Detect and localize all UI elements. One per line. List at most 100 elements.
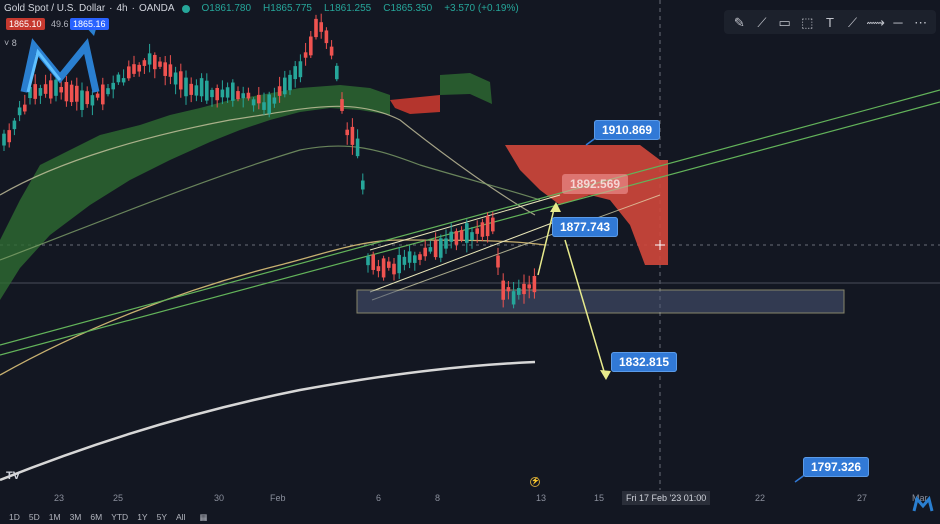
- ohlc-change: +3.570 (+0.19%): [444, 3, 519, 14]
- candle-body: [272, 97, 277, 104]
- candle-body: [7, 130, 11, 143]
- x-tick: 25: [113, 493, 124, 503]
- candle-body: [444, 238, 448, 249]
- candle-body: [127, 66, 131, 79]
- note-icon[interactable]: ▭: [778, 14, 791, 30]
- range-1y[interactable]: 1Y: [137, 512, 148, 522]
- candle-body: [288, 74, 292, 91]
- range-3m[interactable]: 3M: [69, 512, 82, 522]
- candle-body: [64, 81, 69, 102]
- price-tag-1832[interactable]: 1832.815: [611, 352, 678, 372]
- ohlc-close: C1865.350: [383, 3, 433, 14]
- candle-body: [366, 256, 370, 266]
- price-tag-1877[interactable]: 1877.743: [552, 217, 619, 237]
- candle-body: [220, 89, 225, 98]
- path-icon[interactable]: ⟿: [866, 14, 885, 30]
- candle-body: [506, 287, 511, 292]
- support-zone[interactable]: [356, 289, 845, 314]
- candle-body: [101, 84, 105, 105]
- candle-body: [428, 247, 433, 252]
- candle-body: [257, 94, 261, 104]
- candle-body: [501, 280, 505, 300]
- candle-body: [387, 261, 391, 268]
- ma-slow: [0, 105, 536, 216]
- x-tick: 13: [536, 493, 547, 503]
- candle-body: [480, 222, 485, 237]
- pencil-icon[interactable]: ✎: [733, 14, 745, 30]
- trend-line-1: [0, 89, 940, 346]
- price-tag-1797[interactable]: 1797.326: [803, 457, 870, 477]
- candle-body: [33, 84, 37, 99]
- arrow-down-path: [564, 239, 607, 379]
- ichimoku-cloud-green: [0, 85, 390, 300]
- range-5y[interactable]: 5Y: [156, 512, 167, 522]
- time-cursor-label: Fri 17 Feb '23 01:00: [622, 491, 711, 505]
- range-6m[interactable]: 6M: [90, 512, 103, 522]
- candle-body: [85, 91, 89, 105]
- candle-body: [355, 138, 360, 157]
- candle-body: [199, 78, 204, 97]
- ask-price[interactable]: 1865.16: [70, 18, 109, 30]
- candle-body: [173, 72, 178, 85]
- candle-body: [28, 86, 32, 99]
- candle-body: [163, 62, 167, 76]
- trendline-icon[interactable]: ⟋: [757, 14, 767, 30]
- time-axis[interactable]: 23 25 30 Feb 6 8 13 15 20 22 27 Mar: [0, 490, 940, 506]
- spread: 49.6: [51, 19, 69, 29]
- candle-body: [491, 217, 495, 232]
- tradingview-logo[interactable]: TV: [6, 470, 21, 482]
- price-tag-1910[interactable]: 1910.869: [594, 120, 661, 140]
- range-ytd[interactable]: YTD: [111, 512, 129, 522]
- candle-body: [90, 95, 95, 106]
- candles: [2, 13, 537, 309]
- channel-upper: [369, 194, 561, 251]
- candle-body: [350, 126, 355, 145]
- candle-body: [205, 80, 209, 101]
- candle-body: [189, 83, 193, 95]
- channel-lower: [369, 219, 561, 293]
- candle-body: [454, 231, 459, 245]
- brush-icon[interactable]: ⟋: [848, 14, 858, 30]
- ma-200: [0, 360, 536, 482]
- range-1m[interactable]: 1M: [48, 512, 61, 522]
- candle-body: [439, 238, 443, 258]
- more-icon[interactable]: ⋯: [914, 14, 928, 30]
- ohlc-low: L1861.255: [323, 3, 372, 14]
- candle-body: [158, 61, 162, 67]
- calendar-icon[interactable]: ▦: [199, 511, 208, 522]
- candle-body: [345, 129, 349, 136]
- candle-body: [231, 82, 235, 101]
- candle-body: [168, 64, 173, 77]
- candle-body: [49, 80, 53, 99]
- rect-icon[interactable]: ⬚: [801, 14, 814, 30]
- text-icon[interactable]: T: [825, 14, 834, 30]
- candle-body: [449, 231, 453, 242]
- minus-icon[interactable]: ─: [893, 14, 903, 30]
- candle-body: [179, 71, 183, 90]
- candle-body: [324, 30, 329, 44]
- x-tick: 6: [376, 493, 382, 503]
- price-tag-1892[interactable]: 1892.569: [562, 174, 629, 194]
- range-5d[interactable]: 5D: [28, 512, 40, 522]
- timeframe[interactable]: 4h: [116, 3, 128, 14]
- candle-body: [298, 61, 303, 78]
- symbol-title: Gold Spot / U.S. Dollar: [4, 3, 106, 14]
- candle-body: [418, 254, 422, 260]
- candle-body: [236, 91, 240, 100]
- candle-body: [532, 275, 537, 293]
- indicators-toggle[interactable]: ˅ 8: [4, 38, 17, 48]
- candle-body: [210, 89, 214, 98]
- bid-price[interactable]: 1865.10: [6, 18, 45, 30]
- candle-body: [283, 77, 287, 95]
- candle-body: [215, 87, 219, 101]
- symbol-legend[interactable]: Gold Spot / U.S. Dollar · 4h · OANDA O18…: [4, 3, 519, 14]
- flash-icon[interactable]: ⚡: [530, 477, 540, 487]
- candle-body: [475, 228, 479, 234]
- channel-extra: [371, 194, 661, 301]
- candle-body: [111, 82, 115, 90]
- drawing-toolbar: ✎ ⟋ ▭ ⬚ T ⟋ ⟿ ─ ⋯: [724, 10, 936, 34]
- range-1d[interactable]: 1D: [9, 512, 20, 522]
- range-all[interactable]: All: [176, 512, 186, 522]
